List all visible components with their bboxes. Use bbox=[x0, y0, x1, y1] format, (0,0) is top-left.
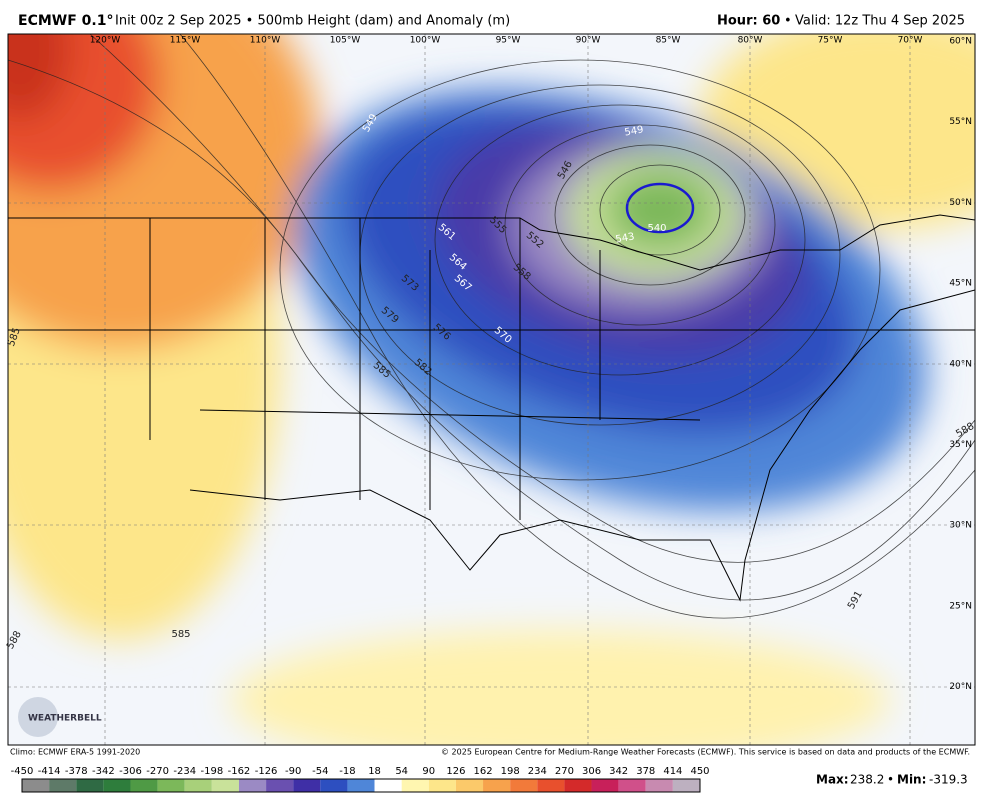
colorbar-swatch bbox=[211, 779, 239, 792]
colorbar-tick-label: -126 bbox=[255, 766, 278, 777]
model-title: ECMWF 0.1° bbox=[18, 13, 113, 29]
longitude-label: 85°W bbox=[656, 36, 681, 46]
longitude-label: 70°W bbox=[898, 36, 923, 46]
colorbar-tick-label: -234 bbox=[173, 766, 196, 777]
colorbar-tick-label: -162 bbox=[228, 766, 251, 777]
min-label: Min: bbox=[897, 773, 926, 787]
colorbar-swatch bbox=[537, 779, 565, 792]
logo: WEATHERBELL bbox=[18, 697, 102, 737]
colorbar-tick-label: 54 bbox=[395, 766, 408, 777]
hour: Hour: 60 bbox=[717, 14, 780, 29]
colorbar-swatch bbox=[347, 779, 375, 792]
colorbar-swatch bbox=[374, 779, 402, 792]
colorbar-tick-label: 126 bbox=[446, 766, 465, 777]
colorbar-tick-label: -54 bbox=[312, 766, 328, 777]
colorbar-swatch bbox=[130, 779, 158, 792]
colorbar-tick-label: 378 bbox=[636, 766, 655, 777]
contour-label: 543 bbox=[615, 231, 636, 245]
logo-text: WEATHERBELL bbox=[28, 714, 102, 724]
longitude-label: 115°W bbox=[170, 36, 201, 46]
colorbar-swatch bbox=[564, 779, 592, 792]
height-contours bbox=[8, 34, 975, 619]
colorbar-swatch bbox=[483, 779, 511, 792]
latitude-label: 45°N bbox=[949, 279, 972, 289]
min-value: -319.3 bbox=[929, 773, 968, 787]
colorbar-swatch bbox=[157, 779, 185, 792]
colorbar-tick-label: -90 bbox=[285, 766, 301, 777]
latitude-label: 25°N bbox=[949, 601, 972, 611]
longitude-label: 95°W bbox=[496, 36, 521, 46]
colorbar-swatch bbox=[428, 779, 456, 792]
colorbar-swatch bbox=[591, 779, 619, 792]
graticule bbox=[8, 34, 975, 745]
longitude-label: 80°W bbox=[738, 36, 763, 46]
colorbar-tick-label: -342 bbox=[92, 766, 115, 777]
separator: • bbox=[887, 773, 894, 787]
colorbar-tick-label: -198 bbox=[200, 766, 223, 777]
colorbar-swatch bbox=[645, 779, 673, 792]
latitude-label: 40°N bbox=[949, 359, 972, 369]
colorbar-tick-label: 414 bbox=[663, 766, 682, 777]
contour-label: 585 bbox=[171, 629, 190, 640]
latitude-label: 50°N bbox=[949, 198, 972, 208]
colorbar-tick-label: 306 bbox=[582, 766, 601, 777]
colorbar-swatch bbox=[103, 779, 131, 792]
logo-mark bbox=[18, 697, 58, 737]
colorbar-tick-label: -378 bbox=[65, 766, 88, 777]
colorbar-tick-label: 198 bbox=[501, 766, 520, 777]
colorbar-swatch bbox=[510, 779, 538, 792]
latitude-label: 20°N bbox=[949, 682, 972, 692]
run-info: Init 00z 2 Sep 2025 • 500mb Height (dam)… bbox=[115, 14, 510, 29]
colorbar-tick-label: -270 bbox=[146, 766, 169, 777]
colorbar-swatch bbox=[618, 779, 646, 792]
colorbar-swatch bbox=[293, 779, 321, 792]
latitude-label: 55°N bbox=[949, 117, 972, 127]
colorbar-swatch bbox=[320, 779, 348, 792]
colorbar-tick-label: -414 bbox=[38, 766, 61, 777]
colorbar-swatch bbox=[238, 779, 267, 792]
colorbar-swatch bbox=[184, 779, 212, 792]
colorbar-tick-label: -18 bbox=[339, 766, 355, 777]
longitude-label: 105°W bbox=[330, 36, 361, 46]
longitude-label: 120°W bbox=[90, 36, 121, 46]
contour-label: 540 bbox=[647, 223, 666, 234]
colorbar-tick-label: -306 bbox=[119, 766, 142, 777]
colorbar-tick-label: 234 bbox=[528, 766, 547, 777]
colorbar-swatch bbox=[76, 779, 104, 792]
map-frame bbox=[7, 33, 976, 746]
colorbar-swatch bbox=[401, 779, 429, 792]
contour-label: 549 bbox=[624, 124, 645, 138]
min-contour bbox=[625, 182, 695, 234]
longitude-label: 90°W bbox=[576, 36, 601, 46]
colorbar-swatch bbox=[49, 779, 77, 792]
max-label: Max: bbox=[816, 773, 849, 787]
colorbar-tick-label: 342 bbox=[609, 766, 628, 777]
latitude-label: 30°N bbox=[949, 521, 972, 531]
longitude-label: 100°W bbox=[410, 36, 441, 46]
longitude-label: 75°W bbox=[818, 36, 843, 46]
map bbox=[8, 34, 975, 745]
colorbar-swatch bbox=[22, 779, 50, 792]
colorbar-tick-label: 18 bbox=[368, 766, 381, 777]
colorbar-frame bbox=[21, 778, 701, 793]
climo: Climo: ECMWF ERA-5 1991-2020 bbox=[10, 748, 140, 757]
colorbar-swatch bbox=[455, 779, 484, 792]
max-value: 238.2 bbox=[850, 773, 884, 787]
separator: • bbox=[784, 14, 792, 29]
borders bbox=[8, 214, 975, 602]
colorbar-tick-label: 162 bbox=[473, 766, 492, 777]
colorbar-swatch bbox=[672, 779, 700, 792]
longitude-label: 110°W bbox=[250, 36, 281, 46]
copyright: © 2025 European Centre for Medium-Range … bbox=[441, 748, 970, 757]
latitude-label: 60°N bbox=[949, 37, 972, 47]
colorbar-tick-label: 270 bbox=[555, 766, 574, 777]
colorbar-swatch bbox=[266, 779, 294, 792]
colorbar-tick-label: -450 bbox=[11, 766, 34, 777]
valid-time: Valid: 12z Thu 4 Sep 2025 bbox=[795, 14, 965, 29]
colorbar-tick-label: 90 bbox=[422, 766, 435, 777]
latitude-label: 35°N bbox=[949, 440, 972, 450]
colorbar-tick-label: 450 bbox=[690, 766, 709, 777]
